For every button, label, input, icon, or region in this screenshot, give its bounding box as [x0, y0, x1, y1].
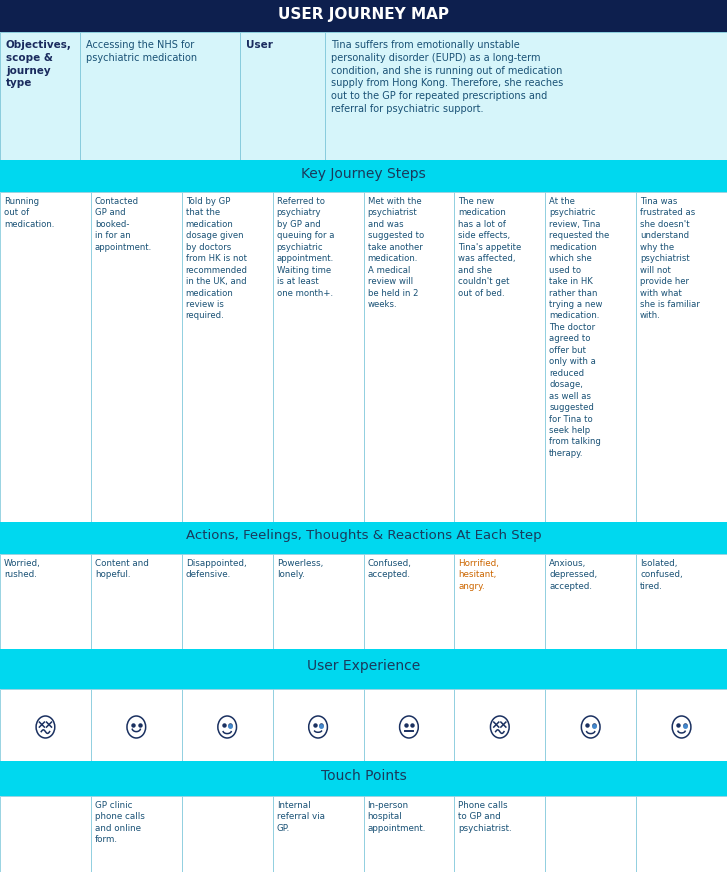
- Bar: [0, 649, 727, 689]
- Bar: [182, 554, 273, 649]
- Text: Told by GP
that the
medication
dosage given
by doctors
from HK is not
recommende: Told by GP that the medication dosage gi…: [186, 197, 248, 321]
- Text: Horrified,
hesitant,
angry.: Horrified, hesitant, angry.: [459, 559, 499, 591]
- Bar: [0, 32, 80, 160]
- Bar: [636, 192, 727, 522]
- Bar: [325, 32, 727, 160]
- Bar: [273, 192, 364, 522]
- Text: Anxious,
depressed,
accepted.: Anxious, depressed, accepted.: [550, 559, 598, 591]
- Bar: [0, 522, 727, 554]
- Bar: [545, 796, 636, 872]
- Text: At the
psychiatric
review, Tina
requested the
medication
which she
used to
take : At the psychiatric review, Tina requeste…: [550, 197, 609, 458]
- Bar: [454, 554, 545, 649]
- Bar: [364, 796, 454, 872]
- Bar: [364, 689, 454, 761]
- Text: Touch Points: Touch Points: [321, 769, 406, 783]
- Bar: [91, 796, 182, 872]
- Bar: [454, 192, 545, 522]
- Bar: [545, 192, 636, 522]
- Text: Confused,
accepted.: Confused, accepted.: [368, 559, 411, 580]
- Bar: [454, 689, 545, 761]
- Bar: [0, 554, 91, 649]
- Bar: [0, 796, 91, 872]
- Text: Isolated,
confused,
tired.: Isolated, confused, tired.: [640, 559, 683, 591]
- Text: Content and
hopeful.: Content and hopeful.: [95, 559, 149, 580]
- Text: Met with the
psychiatrist
and was
suggested to
take another
medication.
A medica: Met with the psychiatrist and was sugges…: [368, 197, 424, 309]
- Bar: [91, 192, 182, 522]
- Bar: [0, 0, 727, 32]
- Ellipse shape: [400, 716, 418, 738]
- Text: Contacted
GP and
booked-
in for an
appointment.: Contacted GP and booked- in for an appoi…: [95, 197, 152, 252]
- Text: GP clinic
phone calls
and online
form.: GP clinic phone calls and online form.: [95, 801, 145, 844]
- Text: Internal
referral via
GP.: Internal referral via GP.: [277, 801, 325, 833]
- Bar: [182, 192, 273, 522]
- Text: Key Journey Steps: Key Journey Steps: [301, 167, 426, 181]
- Bar: [636, 554, 727, 649]
- Ellipse shape: [309, 716, 327, 738]
- Bar: [91, 554, 182, 649]
- Bar: [80, 32, 240, 160]
- Ellipse shape: [127, 716, 145, 738]
- Bar: [364, 192, 454, 522]
- Bar: [91, 689, 182, 761]
- Ellipse shape: [582, 716, 600, 738]
- Text: Tina suffers from emotionally unstable
personality disorder (EUPD) as a long-ter: Tina suffers from emotionally unstable p…: [331, 40, 563, 114]
- Text: Running
out of
medication.: Running out of medication.: [4, 197, 55, 228]
- Bar: [636, 689, 727, 761]
- Text: Disappointed,
defensive.: Disappointed, defensive.: [186, 559, 246, 580]
- Text: User Experience: User Experience: [307, 659, 420, 673]
- Bar: [182, 689, 273, 761]
- Ellipse shape: [36, 716, 55, 738]
- Text: Accessing the NHS for
psychiatric medication: Accessing the NHS for psychiatric medica…: [86, 40, 197, 63]
- Bar: [0, 689, 91, 761]
- Bar: [0, 160, 727, 192]
- Text: Tina was
frustrated as
she doesn't
understand
why the
psychiatrist
will not
prov: Tina was frustrated as she doesn't under…: [640, 197, 700, 321]
- Text: Phone calls
to GP and
psychiatrist.: Phone calls to GP and psychiatrist.: [459, 801, 512, 833]
- Ellipse shape: [218, 716, 236, 738]
- Bar: [0, 761, 727, 796]
- Bar: [364, 554, 454, 649]
- Text: Actions, Feelings, Thoughts & Reactions At Each Step: Actions, Feelings, Thoughts & Reactions …: [185, 529, 542, 542]
- Text: Objectives,
scope &
journey
type: Objectives, scope & journey type: [6, 40, 72, 88]
- Bar: [454, 796, 545, 872]
- Bar: [545, 554, 636, 649]
- Text: The new
medication
has a lot of
side effects,
Tina's appetite
was affected,
and : The new medication has a lot of side eff…: [459, 197, 522, 297]
- Text: USER JOURNEY MAP: USER JOURNEY MAP: [278, 7, 449, 22]
- Bar: [182, 796, 273, 872]
- Text: Powerless,
lonely.: Powerless, lonely.: [277, 559, 323, 580]
- Bar: [636, 796, 727, 872]
- Bar: [545, 689, 636, 761]
- Text: User: User: [246, 40, 273, 50]
- Ellipse shape: [672, 716, 691, 738]
- Text: In-person
hospital
appointment.: In-person hospital appointment.: [368, 801, 426, 833]
- Text: Worried,
rushed.: Worried, rushed.: [4, 559, 41, 580]
- Bar: [273, 689, 364, 761]
- Bar: [240, 32, 325, 160]
- Bar: [0, 192, 91, 522]
- Bar: [273, 796, 364, 872]
- Ellipse shape: [491, 716, 509, 738]
- Text: Referred to
psychiatry
by GP and
queuing for a
psychiatric
appointment.
Waiting : Referred to psychiatry by GP and queuing…: [277, 197, 334, 297]
- Bar: [273, 554, 364, 649]
